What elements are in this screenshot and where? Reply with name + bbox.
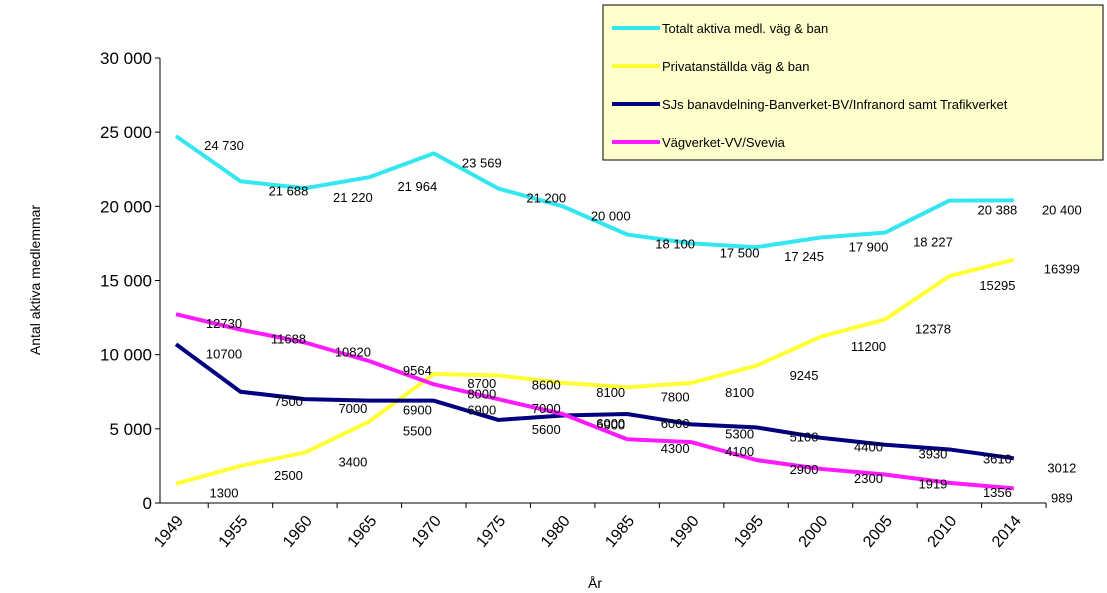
data-label: 8100: [596, 385, 625, 400]
x-tick-label: 2014: [989, 513, 1025, 551]
x-tick-label: 1975: [473, 513, 509, 551]
data-label: 7500: [274, 394, 303, 409]
data-label: 2900: [790, 462, 819, 477]
data-label: 17 900: [849, 239, 889, 254]
x-tick-label: 1980: [538, 513, 574, 551]
series-line: [175, 312, 1015, 491]
data-label: 9245: [790, 368, 819, 383]
data-label: 11688: [271, 332, 306, 347]
data-label: 3930: [918, 447, 947, 462]
data-label: 1919: [918, 477, 947, 492]
data-label: 21 688: [269, 183, 309, 198]
data-label: 5600: [532, 422, 561, 437]
data-label: 989: [1051, 490, 1073, 505]
x-tick-label: 1960: [280, 513, 316, 551]
data-label: 21 200: [526, 191, 566, 206]
y-tick-label: 25 000: [100, 123, 152, 142]
legend-box: [602, 4, 1104, 161]
data-label: 6000: [661, 416, 690, 431]
data-label: 21 964: [397, 179, 437, 194]
data-label: 24 730: [204, 138, 244, 153]
data-label: 12730: [206, 316, 242, 331]
data-label: 4300: [661, 441, 690, 456]
data-label: 6900: [467, 403, 496, 418]
x-tick-label: 1995: [731, 513, 767, 551]
data-label: 18 100: [655, 237, 695, 252]
data-label: 8700: [467, 376, 496, 391]
series-line: [174, 134, 1014, 250]
data-label: 8000: [467, 386, 496, 401]
legend-label: Vägverket-VV/Svevia: [662, 135, 786, 150]
data-label: 3610: [983, 451, 1012, 466]
data-label: 5300: [725, 426, 754, 441]
y-axis-title: Antal aktiva medlemmar: [27, 205, 43, 356]
data-label: 4400: [854, 440, 883, 455]
data-label: 20 000: [591, 208, 631, 223]
data-label: 7000: [338, 401, 367, 416]
data-label: 11200: [851, 339, 886, 354]
data-label: 4100: [725, 444, 754, 459]
data-label: 23 569: [462, 155, 502, 170]
data-label: 9564: [403, 363, 432, 378]
data-label: 7800: [661, 389, 690, 404]
data-label: 18 227: [913, 235, 953, 250]
x-axis-title: År: [588, 575, 602, 591]
data-label: 5100: [790, 429, 819, 444]
data-label: 16399: [1044, 262, 1080, 277]
x-tick-label: 2005: [860, 513, 896, 551]
data-label: 12378: [915, 321, 951, 336]
x-tick-label: 1970: [409, 513, 445, 551]
data-label: 20 400: [1042, 202, 1082, 217]
x-tick-label: 1955: [216, 513, 252, 551]
series-line: [175, 257, 1015, 486]
x-tick-label: 2010: [925, 513, 961, 551]
data-label: 21 220: [333, 190, 373, 205]
x-tick-label: 1949: [151, 513, 187, 551]
legend: Totalt aktiva medl. väg & ban Privatanstä…: [602, 4, 1104, 161]
data-label: 1356: [983, 485, 1012, 500]
data-label: 8600: [532, 377, 561, 392]
data-label: 3012: [1047, 460, 1076, 475]
y-tick-label: 5 000: [109, 420, 152, 439]
data-label: 10700: [206, 346, 242, 361]
data-label: 17 500: [720, 245, 760, 260]
x-tick-label: 1990: [667, 513, 703, 551]
data-label: 1300: [210, 486, 239, 501]
x-tick-label: 2000: [796, 513, 832, 551]
y-tick-label: 30 000: [100, 49, 152, 68]
series-line: [174, 342, 1015, 461]
y-tick-label: 10 000: [100, 346, 152, 365]
data-label: 6900: [403, 403, 432, 418]
data-label: 8100: [725, 385, 754, 400]
data-label: 5500: [403, 423, 432, 438]
legend-label: Totalt aktiva medl. väg & ban: [662, 21, 828, 36]
data-label: 2500: [274, 468, 303, 483]
y-tick-label: 20 000: [100, 197, 152, 216]
data-label: 20 388: [978, 203, 1018, 218]
data-label: 15295: [979, 278, 1015, 293]
y-tick-label: 15 000: [100, 272, 152, 291]
x-tick-label: 1965: [345, 513, 381, 551]
y-tick-label: 0: [143, 494, 152, 513]
x-tick-label: 1985: [602, 513, 638, 551]
data-label: 10820: [335, 345, 371, 360]
data-label: 3400: [338, 455, 367, 470]
legend-label: SJs banavdelning-Banverket-BV/Infranord …: [662, 97, 1008, 112]
data-label: 17 245: [784, 249, 824, 264]
data-label: 7000: [532, 401, 561, 416]
legend-label: Privatanställda väg & ban: [662, 59, 809, 74]
data-label: 6000: [596, 416, 625, 431]
data-label: 2300: [854, 471, 883, 486]
